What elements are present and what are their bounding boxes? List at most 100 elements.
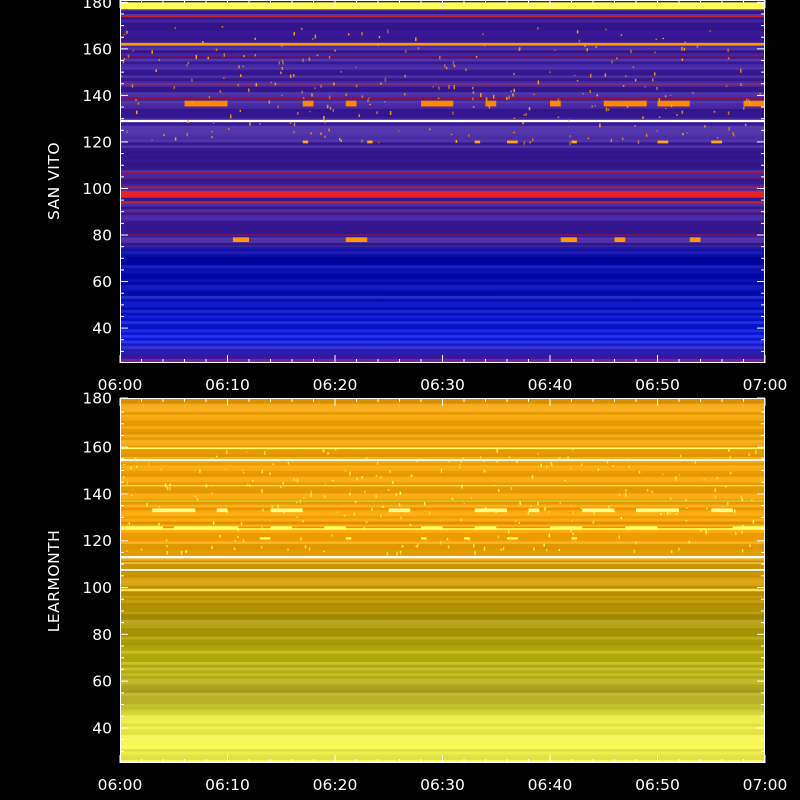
noise-stripe	[120, 608, 765, 612]
rfi-spike	[463, 502, 466, 504]
noise-stripe	[120, 16, 765, 20]
rfi-spike	[669, 497, 672, 500]
rfi-spike	[492, 94, 495, 99]
rfi-spike	[296, 516, 298, 518]
burst-segment-0-7	[657, 100, 690, 107]
rfi-spike	[472, 544, 475, 548]
burst-segment-2-5	[657, 140, 669, 144]
rfi-spike	[409, 523, 412, 526]
burst-segment-1-2	[560, 237, 577, 242]
rfi-spike	[626, 106, 629, 108]
rfi-spike	[226, 509, 229, 514]
rfi-spike	[272, 463, 275, 466]
rfi-spike	[621, 137, 624, 141]
rfi-spike	[384, 77, 387, 82]
rfi-spike	[268, 100, 271, 104]
rfi-spike	[543, 543, 545, 547]
rfi-spike	[496, 459, 498, 463]
rfi-spike	[239, 109, 242, 112]
noise-stripe	[120, 656, 765, 660]
noise-stripe	[120, 284, 765, 288]
rfi-spike	[425, 538, 428, 540]
burst-segment-1-1	[173, 526, 239, 530]
rfi-spike	[320, 132, 322, 136]
emission-line-12	[120, 211, 765, 213]
noise-stripe	[120, 111, 765, 115]
rfi-spike	[323, 115, 325, 120]
emission-line-3	[120, 55, 765, 57]
san-vito-x-tick-label: 06:40	[528, 376, 573, 394]
noise-stripe	[120, 114, 765, 118]
rfi-spike	[324, 484, 327, 486]
rfi-spike	[326, 104, 329, 109]
rfi-spike	[242, 538, 245, 543]
rfi-spike	[332, 480, 334, 482]
noise-stripe	[120, 653, 765, 657]
noise-stripe	[120, 44, 765, 48]
rfi-spike	[323, 550, 325, 553]
rfi-spike	[389, 470, 391, 473]
rfi-spike	[448, 459, 450, 463]
noise-stripe	[120, 549, 765, 553]
learmonth-spectrogram-panel: LEARMONTH 06:00 06:10 06:20 06:30 06:40 06:50…	[45, 390, 787, 795]
burst-segment-2-1	[345, 537, 352, 540]
noise-stripe	[120, 639, 765, 643]
noise-stripe	[120, 454, 765, 457]
learmonth-y-tick-label: 140	[82, 485, 112, 503]
rfi-spike	[333, 82, 335, 86]
san-vito-x-tick-label: 06:50	[635, 376, 680, 394]
rfi-spike	[293, 478, 296, 481]
rfi-spike	[295, 501, 298, 504]
rfi-spike	[549, 71, 551, 73]
rfi-spike	[471, 86, 474, 90]
rfi-spike	[571, 449, 574, 451]
rfi-spike	[593, 511, 595, 516]
rfi-spike	[705, 530, 708, 535]
rfi-spike	[247, 88, 250, 92]
rfi-spike	[679, 454, 682, 458]
rfi-spike	[395, 493, 398, 497]
noise-stripe	[120, 337, 765, 341]
rfi-spike	[605, 107, 608, 112]
rfi-spike	[666, 510, 669, 515]
rfi-spike	[376, 461, 379, 465]
rfi-spike	[537, 26, 539, 30]
rfi-spike	[428, 512, 431, 515]
san-vito-y-tick-label: 40	[92, 320, 112, 338]
rfi-spike	[135, 99, 137, 102]
rfi-spike	[716, 137, 719, 139]
rfi-spike	[502, 547, 505, 551]
rfi-spike	[131, 84, 134, 88]
burst-segment-0-5	[528, 508, 540, 513]
rfi-spike	[564, 479, 566, 482]
rfi-spike	[525, 113, 527, 116]
rfi-spike	[496, 449, 499, 453]
rfi-spike	[281, 66, 284, 70]
rfi-spike	[472, 97, 474, 101]
rfi-spike	[468, 537, 471, 542]
rfi-spike	[158, 522, 160, 526]
rfi-spike	[533, 547, 535, 551]
rfi-spike	[620, 516, 623, 520]
noise-stripe	[120, 72, 765, 76]
san-vito-x-tick-label: 06:20	[313, 376, 358, 394]
rfi-spike	[361, 139, 363, 143]
noise-stripe	[120, 161, 765, 165]
noise-stripe	[120, 541, 765, 544]
noise-stripe	[120, 125, 765, 129]
rfi-spike	[537, 501, 539, 505]
rfi-spike	[569, 467, 572, 470]
rfi-spike	[261, 469, 264, 474]
rfi-spike	[479, 456, 482, 459]
rfi-spike	[397, 130, 400, 132]
rfi-spike	[681, 46, 683, 51]
rfi-spike	[191, 100, 193, 105]
rfi-spike	[611, 60, 613, 64]
rfi-spike	[465, 68, 467, 72]
rfi-spike	[728, 127, 730, 131]
rfi-spike	[237, 536, 239, 539]
noise-stripe	[120, 513, 765, 516]
low-band-background	[120, 246, 765, 363]
rfi-spike	[694, 460, 697, 464]
noise-stripe	[120, 270, 765, 274]
